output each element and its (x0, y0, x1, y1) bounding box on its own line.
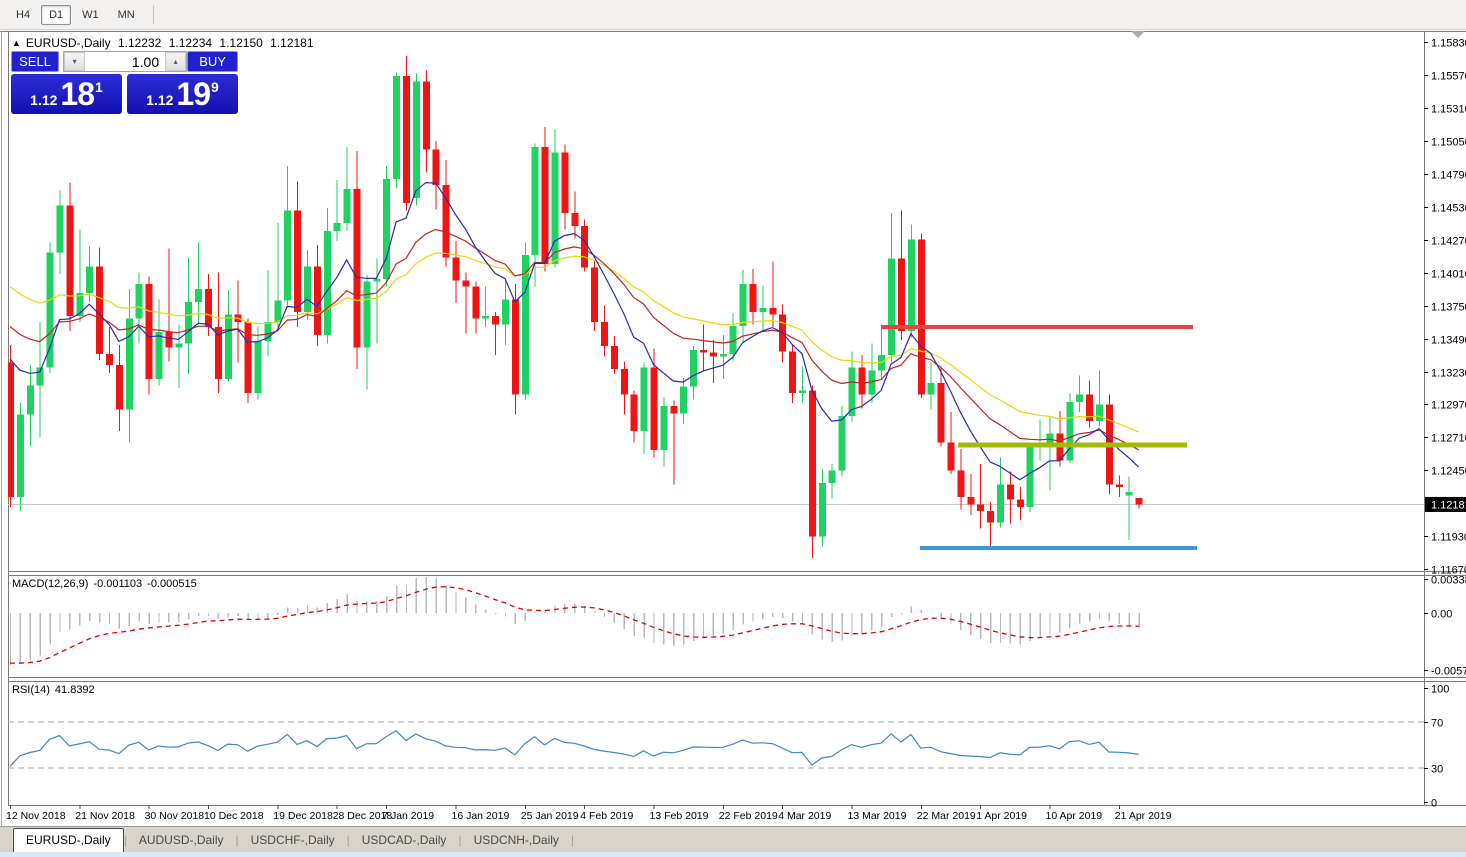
chart-tab-usdcnh[interactable]: USDCNH-,Daily (473, 833, 559, 847)
volume-increase-button[interactable]: ▴ (165, 52, 187, 71)
rsi-value: 41.8392 (54, 684, 95, 696)
chart-ohlc-header: ▲ EURUSD-,Daily 1.12232 1.12234 1.12150 1… (12, 36, 318, 50)
ohlc-open: 1.12232 (117, 36, 162, 50)
volume-input[interactable] (85, 52, 166, 71)
ask-price-big: 19 (176, 76, 211, 112)
chart-tab-usdchf[interactable]: USDCHF-,Daily (250, 833, 335, 847)
buy-button[interactable]: BUY (187, 51, 238, 72)
chart-tab-eurusd[interactable]: EURUSD-,Daily (13, 828, 124, 852)
timeframe-toolbar: H4 D1 W1 MN (0, 0, 1466, 30)
rsi-name: RSI(14) (12, 684, 50, 696)
chart-tab-bar: EURUSD-,Daily | AUDUSD-,Daily | USDCHF-,Dail… (0, 826, 1466, 852)
ask-price-pipette: 9 (211, 79, 219, 95)
rsi-indicator-label: RSI(14) 41.8392 (12, 684, 100, 696)
tab-separator: | (346, 833, 350, 847)
bid-price-prefix: 1.12 (30, 92, 58, 108)
bid-price-tile[interactable]: 1.12 18 1 (11, 74, 122, 114)
ask-price-prefix: 1.12 (146, 92, 174, 108)
toolbar-separator (152, 5, 154, 24)
timeframe-button-w1[interactable]: W1 (82, 8, 99, 21)
ohlc-high: 1.12234 (168, 36, 213, 50)
bid-price-big: 18 (60, 76, 95, 112)
chart-window-background (0, 31, 1466, 826)
macd-indicator-label: MACD(12,26,9) -0.001103 -0.000515 (12, 578, 202, 590)
ask-price-tile[interactable]: 1.12 19 9 (127, 74, 238, 114)
autoscroll-marker-icon (1131, 31, 1145, 38)
chart-symbol-label: EURUSD-,Daily (25, 36, 111, 50)
timeframe-button-mn[interactable]: MN (117, 8, 135, 21)
macd-value-signal: -0.000515 (147, 578, 197, 590)
bid-price-pipette: 1 (95, 79, 103, 95)
tab-separator: | (570, 833, 575, 847)
statusbar-strip (0, 852, 1466, 857)
macd-value-main: -0.001103 (93, 578, 143, 590)
macd-name: MACD(12,26,9) (12, 578, 89, 590)
volume-spinner: ▾ ▴ (63, 51, 188, 72)
tab-separator: | (235, 833, 239, 847)
volume-decrease-button[interactable]: ▾ (64, 52, 86, 71)
ohlc-low: 1.12150 (219, 36, 263, 50)
symbol-triangle-icon: ▲ (12, 38, 21, 48)
chart-tab-usdcad[interactable]: USDCAD-,Daily (361, 833, 447, 847)
sell-button[interactable]: SELL (11, 51, 60, 72)
chart-tab-audusd[interactable]: AUDUSD-,Daily (138, 833, 224, 847)
timeframe-button-h4[interactable]: H4 (16, 8, 31, 21)
tab-separator: | (458, 833, 462, 847)
tab-separator: | (123, 833, 127, 847)
ohlc-close: 1.12181 (270, 36, 314, 50)
timeframe-button-d1[interactable]: D1 (41, 4, 72, 25)
